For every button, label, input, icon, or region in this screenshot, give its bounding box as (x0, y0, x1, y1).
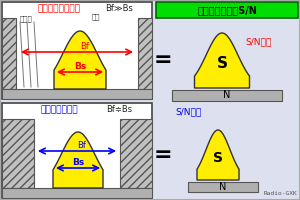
Bar (188, 182, 258, 192)
Text: 必要以上に広帯域: 必要以上に広帯域 (38, 4, 80, 13)
Text: S/N高い: S/N高い (175, 108, 201, 116)
Text: S: S (213, 150, 223, 164)
Bar (156, 2, 298, 18)
Text: Bs: Bs (72, 158, 84, 167)
Bar (120, 119, 152, 188)
Text: ノイズ: ノイズ (20, 15, 33, 22)
Text: Radio-GXK: Radio-GXK (263, 191, 297, 196)
Text: S: S (217, 56, 227, 71)
Bar (2, 103, 152, 198)
Polygon shape (197, 130, 239, 180)
Text: Bf≑Bs: Bf≑Bs (106, 105, 132, 114)
Text: 必要十分な帯域: 必要十分な帯域 (40, 105, 78, 114)
Text: Bf: Bf (81, 42, 89, 51)
Text: N: N (219, 182, 227, 192)
Text: N: N (223, 90, 231, 100)
Bar (2, 89, 152, 99)
Polygon shape (53, 132, 103, 188)
Polygon shape (54, 31, 106, 89)
Bar (2, 119, 34, 188)
Text: フィルタ帯域とS/N: フィルタ帯域とS/N (197, 5, 257, 15)
Text: =: = (154, 145, 172, 165)
Bar (138, 18, 152, 89)
Text: =: = (154, 50, 172, 70)
Text: 信号: 信号 (92, 13, 100, 20)
Text: S/N低い: S/N低い (245, 38, 271, 46)
Text: Bs: Bs (74, 62, 86, 71)
Bar (2, 188, 152, 198)
Text: Bf≫Bs: Bf≫Bs (105, 4, 133, 13)
Bar (2, 2, 152, 99)
Text: Bf: Bf (78, 141, 86, 150)
Polygon shape (194, 33, 250, 88)
Bar (2, 18, 16, 89)
Bar (172, 90, 282, 101)
